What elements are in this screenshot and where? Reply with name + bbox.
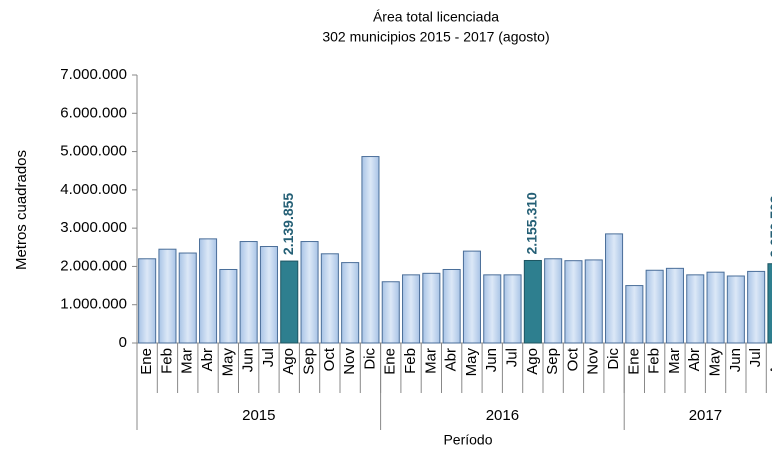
x-tick-label: Ene (382, 348, 399, 375)
group-label: 2015 (242, 407, 275, 424)
bar (138, 258, 157, 344)
bar (625, 285, 644, 344)
bar (259, 246, 278, 344)
y-tick-label: 4.000.000 (60, 181, 127, 198)
x-tick-label: Dic (605, 348, 622, 370)
x-tick-label: May (463, 348, 480, 377)
value-label: 2.155.310 (524, 192, 540, 254)
x-tick-label: Jun (483, 348, 500, 372)
group-label: 2017 (689, 407, 722, 424)
x-tick-label: Feb (646, 348, 663, 374)
x-tick-label: Abr (199, 348, 216, 371)
x-tick-label: Jun (727, 348, 744, 372)
bar (300, 241, 319, 344)
x-tick-label: Jun (240, 348, 257, 372)
y-tick-label: 6.000.000 (60, 104, 127, 121)
x-tick-label: Ago (280, 348, 297, 375)
x-tick-label: Dic (361, 348, 378, 370)
bar (564, 260, 583, 344)
x-tick-label: Ago (767, 348, 772, 375)
x-tick-label: May (219, 348, 236, 377)
bar (645, 269, 664, 344)
y-tick-label: 1.000.000 (60, 296, 127, 313)
x-tick-label: Abr (443, 348, 460, 371)
bar (605, 233, 624, 344)
bar (726, 275, 745, 344)
bar (341, 262, 360, 344)
bar (706, 271, 725, 344)
chart-title: Área total licenciada (373, 9, 499, 25)
bar (402, 274, 421, 344)
x-tick-label: Jul (260, 348, 277, 367)
group-label: 2016 (486, 407, 519, 424)
bar (381, 281, 400, 344)
bar (747, 270, 766, 344)
bar (442, 268, 461, 344)
bar (665, 267, 684, 344)
x-tick-label: Sep (544, 348, 561, 375)
y-tick-label: 0 (119, 334, 127, 351)
bar (219, 268, 238, 344)
bar (584, 259, 603, 344)
x-tick-label: Abr (686, 348, 703, 371)
bar (361, 156, 380, 344)
bar (239, 241, 258, 344)
x-tick-label: Oct (321, 347, 338, 371)
x-tick-label: Jul (747, 348, 764, 367)
bar (158, 248, 177, 344)
x-tick-label: Mar (179, 348, 196, 374)
bar (544, 258, 563, 344)
x-tick-label: Jul (504, 348, 521, 367)
bar (280, 260, 299, 344)
bar (686, 274, 705, 344)
value-label: 2.139.855 (280, 193, 296, 255)
y-tick-label: 2.000.000 (60, 257, 127, 274)
x-tick-label: May (707, 348, 724, 377)
x-tick-label: Oct (564, 347, 581, 371)
x-tick-label: Mar (422, 348, 439, 374)
y-axis-label: Metros cuadrados (13, 150, 30, 270)
x-tick-label: Ago (524, 348, 541, 375)
chart-subtitle: 302 municipios 2015 - 2017 (agosto) (322, 29, 549, 45)
x-tick-label: Ene (138, 348, 155, 375)
bar (199, 238, 218, 344)
x-tick-label: Mar (666, 348, 683, 374)
bar (767, 263, 772, 344)
bar (422, 272, 441, 344)
bar (523, 259, 542, 344)
x-tick-label: Sep (301, 348, 318, 375)
x-tick-label: Ene (625, 348, 642, 375)
x-tick-label: Feb (158, 348, 175, 374)
x-tick-label: Nov (341, 348, 358, 375)
bar (178, 252, 197, 344)
y-tick-label: 7.000.000 (60, 66, 127, 83)
bar (483, 274, 502, 344)
bar (462, 250, 481, 344)
x-tick-label: Feb (402, 348, 419, 374)
x-tick-label: Nov (585, 348, 602, 375)
bar (503, 274, 522, 344)
value-label: 2.070.703 (767, 195, 772, 257)
y-tick-label: 5.000.000 (60, 143, 127, 160)
bar (320, 253, 339, 344)
y-tick-label: 3.000.000 (60, 219, 127, 236)
x-axis-label: Período (443, 432, 492, 448)
